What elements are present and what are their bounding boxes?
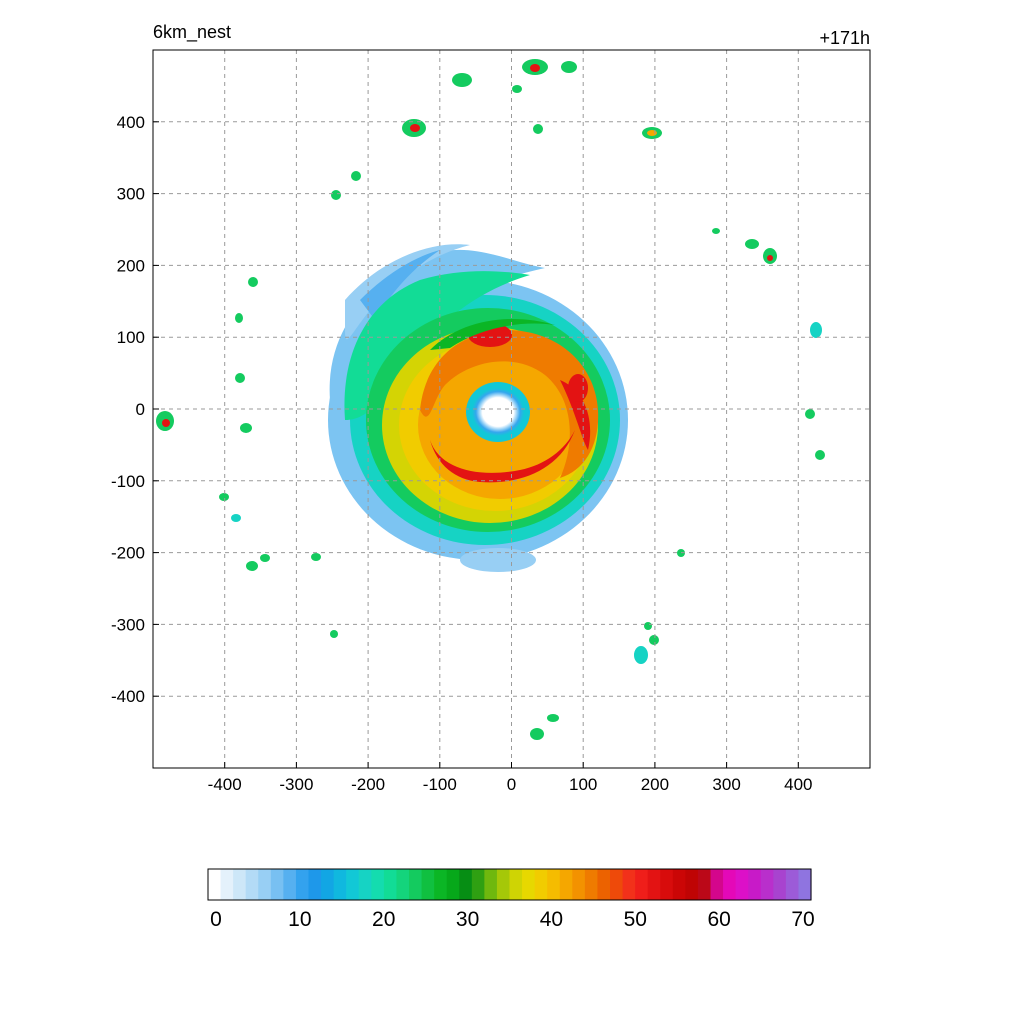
colorbar-swatch [496,869,511,900]
colorbar-swatch [358,869,372,900]
colorbar-swatch [459,869,473,900]
y-tick-label: -100 [111,472,145,491]
colorbar-swatch [346,869,360,900]
y-tick-label: 0 [136,400,145,419]
colorbar-swatch [798,869,812,900]
colorbar-swatch [660,869,674,900]
colorbar-swatch [509,869,523,900]
colorbar-tick-label: 0 [210,908,222,931]
x-tick-label: -200 [351,775,385,794]
colorbar-swatch [233,869,247,900]
colorbar-swatch [610,869,624,900]
colorbar-swatch [421,869,435,900]
y-tick-label: 300 [117,185,145,204]
colorbar-swatch [584,869,599,900]
colorbar-swatch [258,869,272,900]
outer-cells [156,59,825,740]
colorbar-swatch [295,869,310,900]
colorbar-frame [207,868,812,901]
colorbar-swatch [710,869,724,900]
colorbar-tick-label: 70 [791,908,814,931]
colorbar-tick-label: 50 [624,908,647,931]
y-tick-label: 200 [117,256,145,275]
colorbar-swatch [484,869,498,900]
x-tick-label: 300 [712,775,740,794]
colorbar-swatch [547,869,561,900]
x-tick-label: 0 [507,775,516,794]
colorbar-swatch [723,869,737,900]
colorbar-swatch [321,869,335,900]
colorbar-swatch [208,869,222,900]
colorbar-swatch [760,869,774,900]
axis-ticks: -400 -300 -200 -100 0 100 200 300 400 400 300 200 10… [111,113,813,794]
colorbar-swatch [446,869,460,900]
forecast-hour-label: +171h [819,28,870,48]
colorbar-swatch [245,869,259,900]
colorbar-swatch [270,869,284,900]
colorbar-swatch [371,869,385,900]
y-tick-label: -200 [111,544,145,563]
colorbar-swatch [283,869,297,900]
x-tick-label: -300 [279,775,313,794]
y-tick-label: 100 [117,328,145,347]
colorbar-swatch [685,869,699,900]
colorbar: 0 10 20 30 40 50 60 70 [207,868,815,931]
colorbar-swatch [647,869,661,900]
x-tick-label: 100 [569,775,597,794]
colorbar-swatch [471,869,485,900]
colorbar-swatch [672,869,686,900]
x-tick-label: 200 [641,775,669,794]
colorbar-tick-label: 60 [707,908,730,931]
colorbar-swatch [735,869,749,900]
colorbar-swatch [434,869,448,900]
colorbar-swatch [572,869,586,900]
colorbar-swatch [785,869,800,900]
y-tick-label: -300 [111,615,145,634]
colorbar-swatch [597,869,611,900]
colorbar-swatch [559,869,573,900]
colorbar-swatch [396,869,410,900]
x-tick-label: -100 [423,775,457,794]
colorbar-swatch [220,869,234,900]
colorbar-swatch [522,869,536,900]
y-tick-label: -400 [111,687,145,706]
colorbar-swatch [534,869,548,900]
colorbar-swatch [383,869,398,900]
colorbar-swatch [748,869,762,900]
domain-label: 6km_nest [153,22,232,42]
colorbar-tick-label: 30 [456,908,479,931]
storm-field [156,59,825,740]
colorbar-tick-label: 40 [540,908,563,931]
colorbar-swatch [635,869,649,900]
colorbar-swatch [773,869,787,900]
colorbar-swatch [622,869,636,900]
colorbar-swatch [697,869,712,900]
x-tick-label: -400 [208,775,242,794]
colorbar-tick-label: 10 [288,908,311,931]
colorbar-tick-label: 20 [372,908,395,931]
colorbar-swatch [409,869,423,900]
y-tick-label: 400 [117,113,145,132]
colorbar-swatch [333,869,347,900]
colorbar-swatch [308,869,322,900]
x-tick-label: 400 [784,775,812,794]
